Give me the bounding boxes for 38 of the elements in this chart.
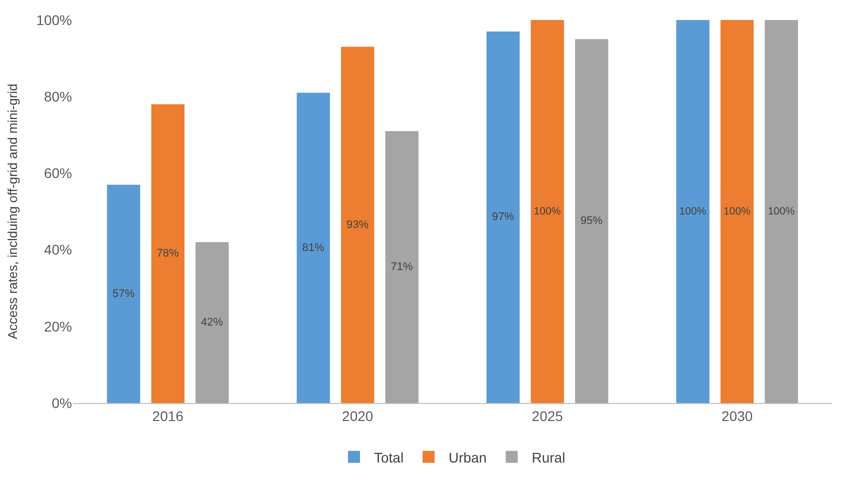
- x-tick-label: 2016: [152, 408, 184, 424]
- bar: [151, 104, 184, 403]
- bar: [196, 242, 229, 403]
- bar: [486, 31, 520, 403]
- bar: [720, 20, 754, 403]
- data-label: 97%: [492, 211, 514, 224]
- data-label: 42%: [201, 316, 224, 329]
- data-label: 71%: [390, 261, 414, 274]
- bar: [107, 184, 140, 403]
- y-tick-label: 60%: [44, 165, 72, 182]
- x-tick-label: 2020: [342, 408, 374, 424]
- bar: [296, 92, 330, 403]
- data-label: 78%: [156, 248, 179, 260]
- data-label: 100%: [768, 205, 795, 218]
- data-label: 81%: [302, 242, 324, 254]
- data-label: 100%: [724, 205, 751, 218]
- bar: [341, 46, 374, 403]
- data-label: 93%: [346, 218, 369, 231]
- x-tick-label: 2025: [532, 408, 564, 424]
- legend-label: Urban: [448, 449, 487, 466]
- y-tick-label: 20%: [44, 318, 72, 334]
- bar: [676, 20, 710, 403]
- data-label: 57%: [112, 288, 135, 300]
- y-axis-title: Access rates, inclduing off-grid and mini-grid: [5, 84, 20, 340]
- data-label: 100%: [679, 205, 706, 218]
- legend-label: Rural: [532, 449, 566, 466]
- legend-label: Total: [374, 449, 404, 466]
- x-tick-label: 2030: [722, 408, 753, 424]
- y-tick-label: 40%: [44, 242, 72, 258]
- bar: [764, 20, 798, 403]
- y-tick-label: 0%: [52, 394, 72, 411]
- data-label: 95%: [580, 215, 603, 228]
- bar: [575, 39, 608, 403]
- data-label: 100%: [534, 205, 561, 218]
- bar: [385, 131, 418, 403]
- y-tick-label: 100%: [36, 12, 72, 28]
- y-tick-label: 80%: [44, 88, 72, 104]
- bar: [530, 20, 564, 403]
